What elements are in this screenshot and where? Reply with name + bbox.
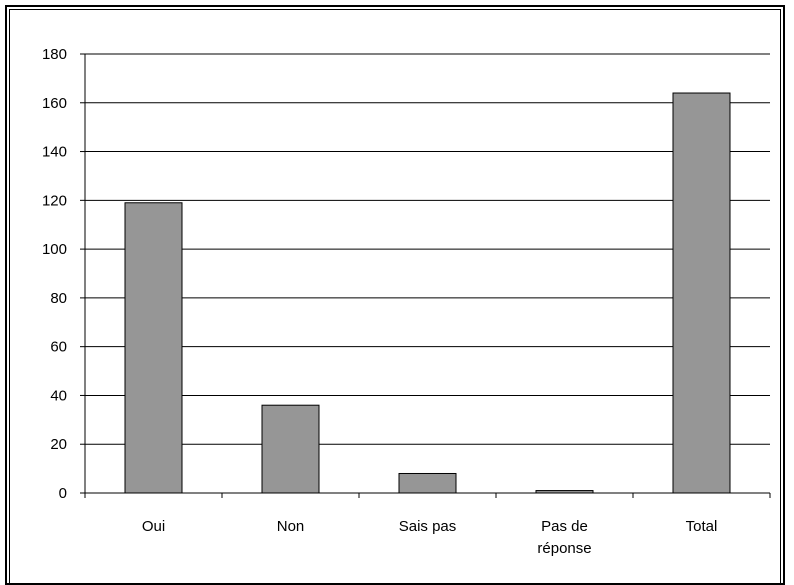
chart-frame-inner <box>9 9 781 583</box>
category-label: Non <box>277 518 305 535</box>
y-tick-label: 120 <box>42 192 67 209</box>
y-tick-label: 40 <box>50 387 67 404</box>
y-tick-label: 20 <box>50 436 67 453</box>
bar <box>672 92 731 494</box>
category-label: Sais pas <box>399 518 457 535</box>
y-tick-label: 160 <box>42 95 67 112</box>
y-tick-label: 0 <box>59 485 67 502</box>
category-label: Total <box>686 518 718 535</box>
y-tick-label: 80 <box>50 290 67 307</box>
category-label: réponse <box>537 540 591 557</box>
bar <box>535 490 594 494</box>
category-label: Oui <box>142 518 165 535</box>
y-tick-label: 60 <box>50 339 67 356</box>
bar <box>124 202 183 494</box>
y-tick-label: 180 <box>42 46 67 63</box>
category-label: Pas de <box>541 518 588 535</box>
bar <box>398 472 457 494</box>
y-tick-label: 100 <box>42 241 67 258</box>
y-tick-label: 140 <box>42 144 67 161</box>
bar <box>261 404 320 494</box>
